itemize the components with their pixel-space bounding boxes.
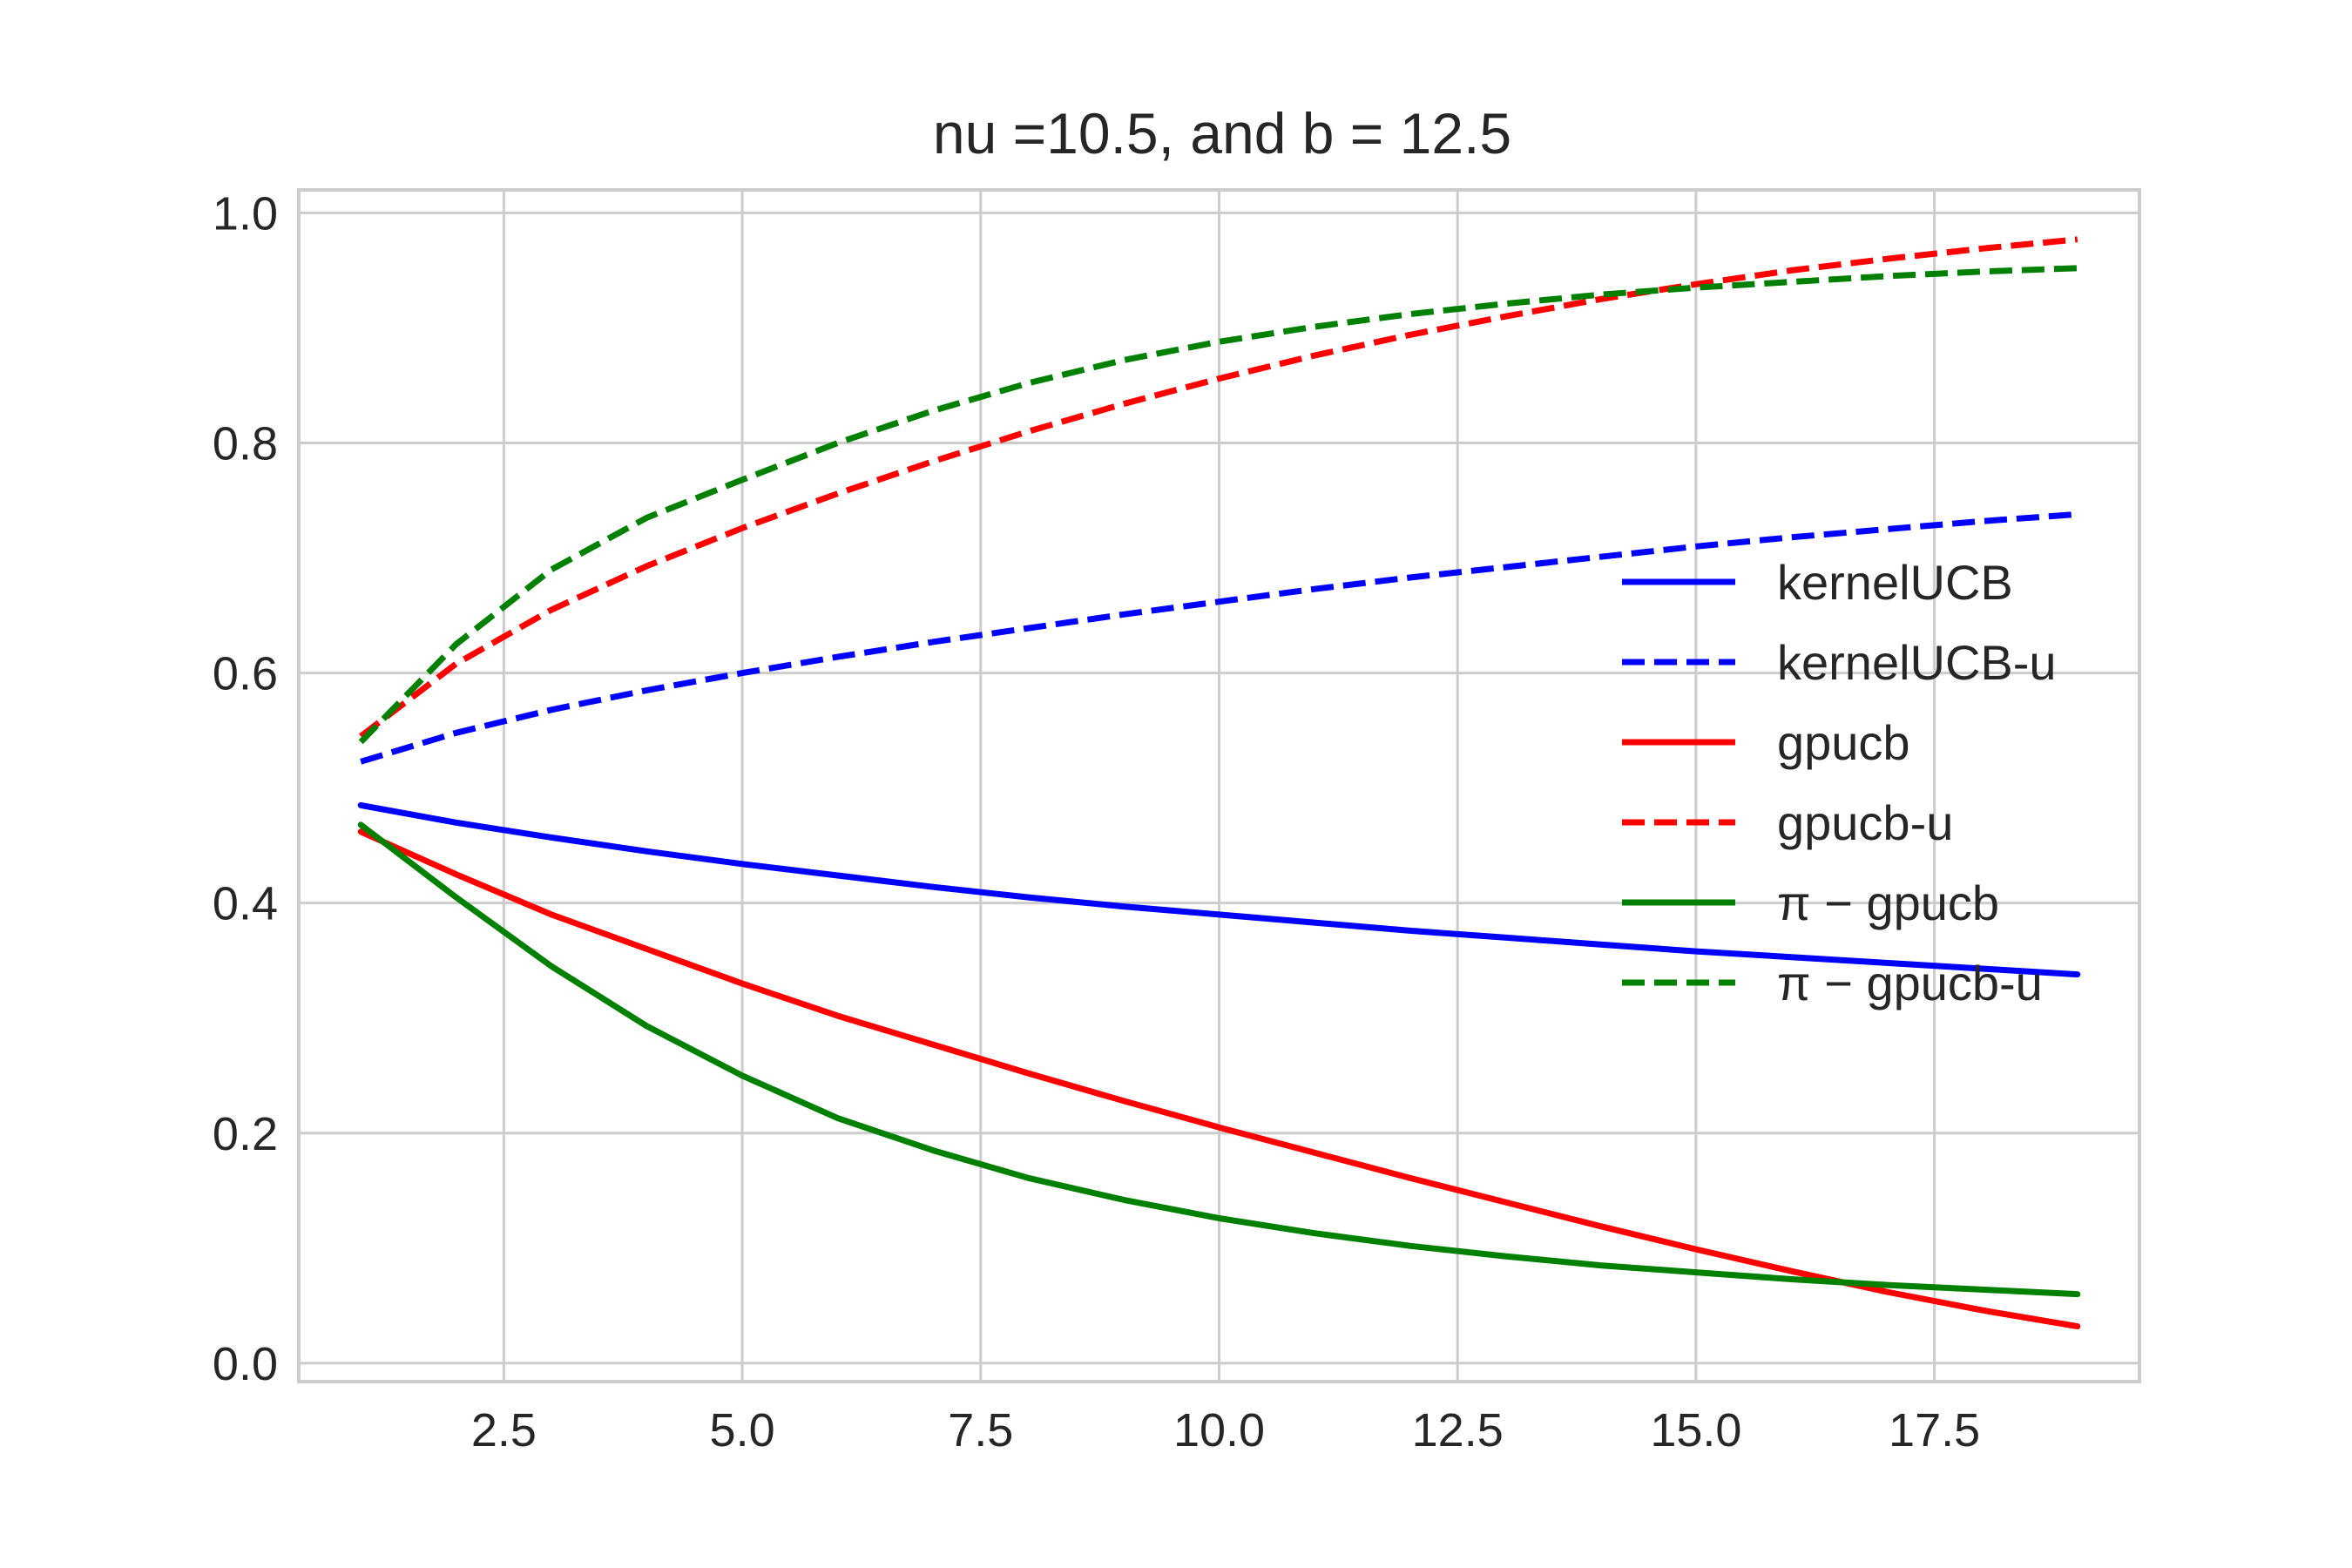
series-line: [358, 265, 2078, 745]
x-tick-label: 15.0: [1650, 1404, 1741, 1456]
x-tick-label: 7.5: [948, 1404, 1013, 1456]
x-tick-label: 12.5: [1412, 1404, 1504, 1456]
axes-frame: [297, 188, 2141, 1383]
y-tick-label: 1.0: [213, 187, 278, 240]
chart-title: nu =10.5, and b = 12.5: [933, 101, 1511, 166]
x-tick-label: 17.5: [1889, 1404, 1980, 1456]
plot-area: 2.5 5.0 7.5 10.0 12.5 15.0 17.5 0.0 0.2 0.4 0.6 0.8…: [213, 187, 2141, 1456]
series-line: [357, 821, 2081, 1298]
x-tick-label: 2.5: [471, 1404, 537, 1456]
y-tick-label: 0.0: [213, 1338, 278, 1390]
series-line: [357, 828, 2081, 1330]
legend-label: gpucb: [1777, 715, 1910, 770]
x-tick-label: 5.0: [710, 1404, 775, 1456]
y-tick-label: 0.2: [213, 1108, 278, 1160]
legend-label: kernelUCB-u: [1777, 635, 2057, 690]
series-line: [359, 236, 2078, 739]
series-line: [357, 801, 2081, 978]
y-tick-label: 0.6: [213, 648, 278, 700]
legend: kernelUCB kernelUCB-u gpucb gpucb-u π − gpuc…: [1622, 555, 2057, 1010]
legend-label: gpucb-u: [1777, 795, 1953, 850]
x-tick-label: 10.0: [1173, 1404, 1265, 1456]
legend-label: π − gpucb: [1777, 875, 1999, 930]
y-tick-label: 0.4: [213, 878, 278, 930]
series-line: [360, 510, 2078, 765]
legend-label: π − gpucb-u: [1777, 956, 2043, 1010]
y-tick-label: 0.8: [213, 418, 278, 470]
legend-label: kernelUCB: [1777, 555, 2013, 610]
